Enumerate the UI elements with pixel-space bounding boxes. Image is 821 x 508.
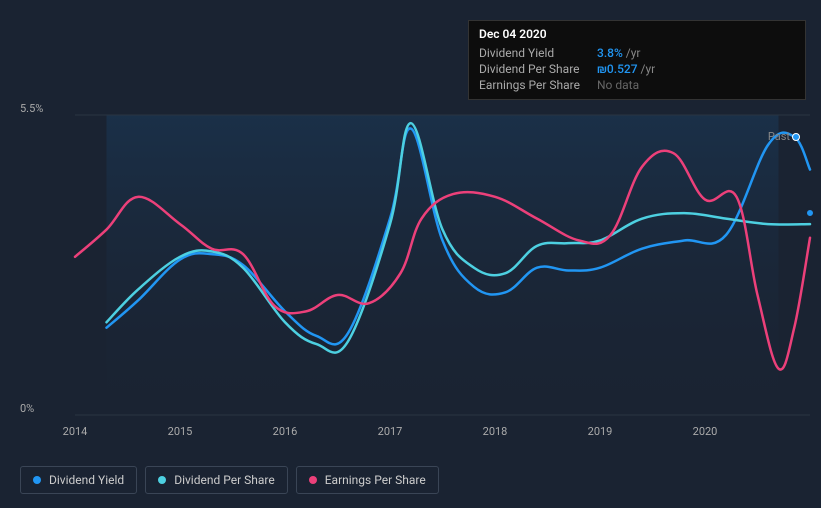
tooltip-row: Dividend Per Share₪0.527 /yr bbox=[479, 61, 795, 77]
x-axis-tick: 2017 bbox=[378, 425, 403, 438]
tooltip-row-label: Dividend Yield bbox=[479, 46, 597, 60]
tooltip-row-value: 3.8% /yr bbox=[597, 46, 641, 60]
legend-label: Dividend Per Share bbox=[174, 473, 275, 487]
legend-label: Earnings Per Share bbox=[325, 473, 426, 487]
tooltip-row-value: No data bbox=[597, 78, 639, 92]
tooltip-row-label: Earnings Per Share bbox=[479, 78, 597, 92]
x-axis-tick: 2018 bbox=[483, 425, 508, 438]
dividend-chart: 5.5% 0% Past 2014 2015 2016 2017 2018 2019 202… bbox=[20, 100, 810, 440]
legend-dot-icon bbox=[309, 476, 317, 484]
series-end-marker bbox=[805, 208, 815, 218]
legend-label: Dividend Yield bbox=[49, 473, 124, 487]
x-axis-tick: 2014 bbox=[63, 425, 88, 438]
legend-item[interactable]: Dividend Yield bbox=[20, 466, 137, 494]
legend-dot-icon bbox=[33, 476, 41, 484]
tooltip-date: Dec 04 2020 bbox=[479, 27, 795, 41]
tooltip-row-value: ₪0.527 /yr bbox=[597, 62, 655, 76]
y-axis-max: 5.5% bbox=[20, 102, 43, 115]
x-axis-tick: 2016 bbox=[273, 425, 298, 438]
tooltip-row-label: Dividend Per Share bbox=[479, 62, 597, 76]
chart-legend: Dividend Yield Dividend Per Share Earnings… bbox=[20, 466, 439, 494]
tooltip-row: Earnings Per ShareNo data bbox=[479, 77, 795, 93]
legend-item[interactable]: Earnings Per Share bbox=[296, 466, 439, 494]
tooltip-row: Dividend Yield3.8% /yr bbox=[479, 45, 795, 61]
x-axis-tick: 2015 bbox=[168, 425, 193, 438]
legend-item[interactable]: Dividend Per Share bbox=[145, 466, 288, 494]
past-label: Past bbox=[768, 130, 800, 143]
chart-tooltip: Dec 04 2020 Dividend Yield3.8% /yrDivide… bbox=[468, 20, 806, 100]
legend-dot-icon bbox=[158, 476, 166, 484]
x-axis-tick: 2019 bbox=[588, 425, 613, 438]
y-axis-min: 0% bbox=[20, 402, 34, 415]
x-axis-tick: 2020 bbox=[693, 425, 718, 438]
